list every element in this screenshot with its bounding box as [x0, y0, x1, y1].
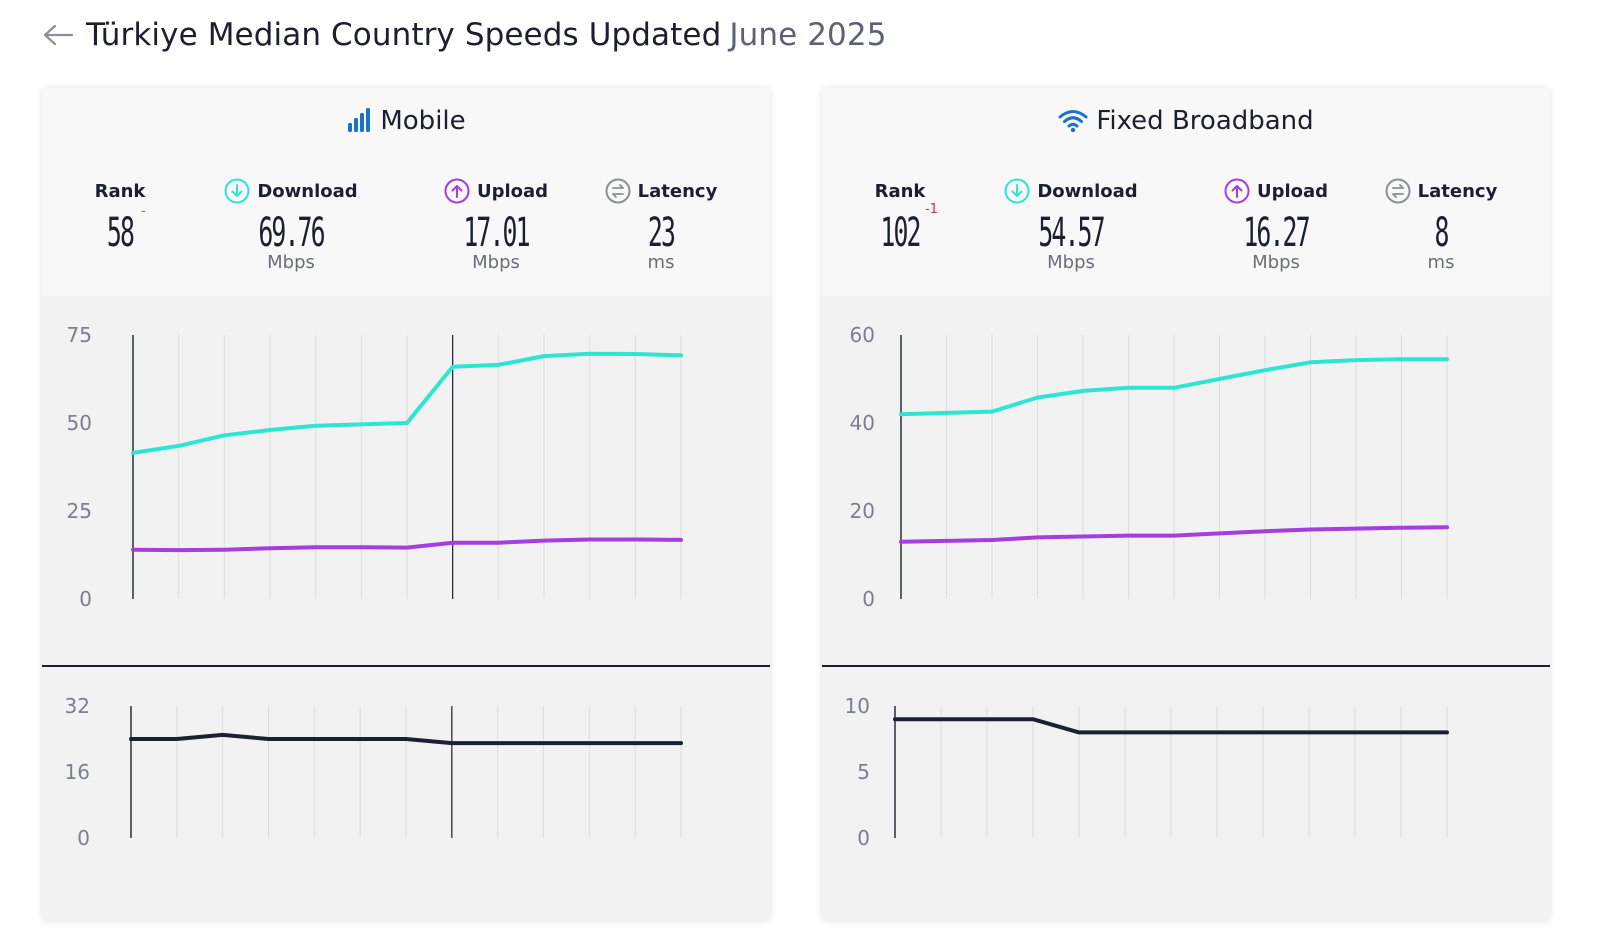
fixed-download-unit: Mbps: [1047, 252, 1095, 273]
mobile-latency-y-tick-label: 0: [77, 826, 90, 850]
mobile-panel-title: Mobile: [42, 106, 770, 136]
mobile-latency-latency-line: [129, 732, 683, 746]
rank-label: Rank: [874, 180, 926, 202]
fixed-panel: Fixed Broadband Rank 102 -1 Download 54.…: [822, 88, 1550, 920]
page-title-date: June 2025: [729, 17, 887, 53]
upload-label-text: Upload: [1256, 180, 1329, 202]
fixed-upload-value: 16.27: [1243, 210, 1310, 256]
latency-label: Latency: [1356, 178, 1526, 204]
fixed-upload: Upload 16.27 Mbps: [1191, 178, 1361, 273]
fixed-latency-unit: ms: [1427, 252, 1455, 273]
latency-icon: [1385, 178, 1411, 204]
fixed-speed-y-tick-label: 0: [862, 587, 875, 611]
mobile-rank-value: 58: [106, 210, 135, 256]
mobile-charts: 0 25 50 75 0 16 32: [65, 323, 683, 850]
download-label-text: Download: [1037, 180, 1138, 202]
mobile-download: Download 69.76 Mbps: [206, 178, 376, 273]
mobile-speed-download-line: [131, 351, 683, 455]
fixed-speed-upload-line: [899, 525, 1449, 544]
mobile-summary: Mobile Rank 58 - Download 69.76 Mbps Upl…: [42, 88, 770, 296]
mobile-upload-unit: Mbps: [472, 252, 520, 273]
mobile-title-text: Mobile: [380, 106, 466, 136]
page-title-text: Türkiye Median Country Speeds Updated: [86, 17, 722, 53]
fixed-rank-change: -1: [925, 202, 938, 217]
arrow-left-icon: [43, 24, 74, 46]
chart-divider: [42, 665, 770, 667]
mobile-download-value: 69.76: [258, 210, 325, 256]
fixed-panel-title: Fixed Broadband: [822, 106, 1550, 136]
signal-bars-icon: [348, 108, 371, 132]
mobile-upload-value: 17.01: [463, 210, 530, 256]
fixed-latency-value: 8: [1434, 210, 1449, 256]
fixed-upload-unit: Mbps: [1252, 252, 1300, 273]
mobile-panel: Mobile Rank 58 - Download 69.76 Mbps Upl…: [42, 88, 770, 920]
page-title: Türkiye Median Country Speeds Updated Jun…: [86, 17, 887, 53]
download-icon: [224, 178, 250, 204]
mobile-speed-y-tick-label: 0: [79, 587, 92, 611]
download-label: Download: [986, 178, 1156, 204]
mobile-rank-change: -: [141, 204, 146, 219]
fixed-title-text: Fixed Broadband: [1096, 106, 1314, 136]
fixed-rank-value: 102: [880, 210, 921, 256]
latency-label-text: Latency: [637, 180, 718, 202]
mobile-speed-upload-line: [131, 537, 683, 553]
mobile-latency-unit: ms: [647, 252, 675, 273]
mobile-latency: Latency 23 ms: [576, 178, 746, 273]
fixed-speed-y-tick-label: 40: [850, 411, 875, 435]
fixed-latency-y-tick-label: 0: [857, 826, 870, 850]
back-button[interactable]: [40, 17, 76, 53]
fixed-download: Download 54.57 Mbps: [986, 178, 1156, 273]
download-icon: [1004, 178, 1030, 204]
mobile-rank: Rank 58 -: [42, 178, 205, 258]
mobile-download-unit: Mbps: [267, 252, 315, 273]
fixed-rank: Rank 102 -1: [822, 178, 985, 258]
mobile-latency-y-tick-label: 16: [65, 760, 90, 784]
fixed-latency: Latency 8 ms: [1356, 178, 1526, 273]
mobile-latency-value: 23: [647, 210, 676, 256]
fixed-speed-download-line: [899, 357, 1449, 417]
page-header: Türkiye Median Country Speeds Updated Jun…: [40, 12, 887, 58]
upload-label-text: Upload: [476, 180, 549, 202]
fixed-speed-y-tick-label: 60: [850, 323, 875, 347]
fixed-latency-y-tick-label: 5: [857, 760, 870, 784]
mobile-speed-y-tick-label: 50: [67, 411, 92, 435]
fixed-speed-y-tick-label: 20: [850, 499, 875, 523]
wifi-icon: [1058, 110, 1088, 133]
mobile-speed-y-tick-label: 25: [67, 499, 92, 523]
mobile-latency-y-tick-label: 32: [65, 694, 90, 718]
latency-label-text: Latency: [1417, 180, 1498, 202]
mobile-speed-y-tick-label: 75: [67, 323, 92, 347]
rank-label: Rank: [94, 180, 146, 202]
fixed-charts: 0 20 40 60 0 5 10: [845, 323, 1449, 850]
latency-label: Latency: [576, 178, 746, 204]
mobile-upload: Upload 17.01 Mbps: [411, 178, 581, 273]
upload-label: Upload: [1191, 178, 1361, 204]
fixed-summary: Fixed Broadband Rank 102 -1 Download 54.…: [822, 88, 1550, 296]
fixed-latency-latency-line: [893, 717, 1449, 735]
download-label-text: Download: [257, 180, 358, 202]
upload-label: Upload: [411, 178, 581, 204]
upload-icon: [1224, 178, 1250, 204]
chart-divider: [822, 665, 1550, 667]
fixed-download-value: 54.57: [1038, 210, 1105, 256]
download-label: Download: [206, 178, 376, 204]
fixed-latency-y-tick-label: 10: [845, 694, 870, 718]
upload-icon: [444, 178, 470, 204]
latency-icon: [605, 178, 631, 204]
